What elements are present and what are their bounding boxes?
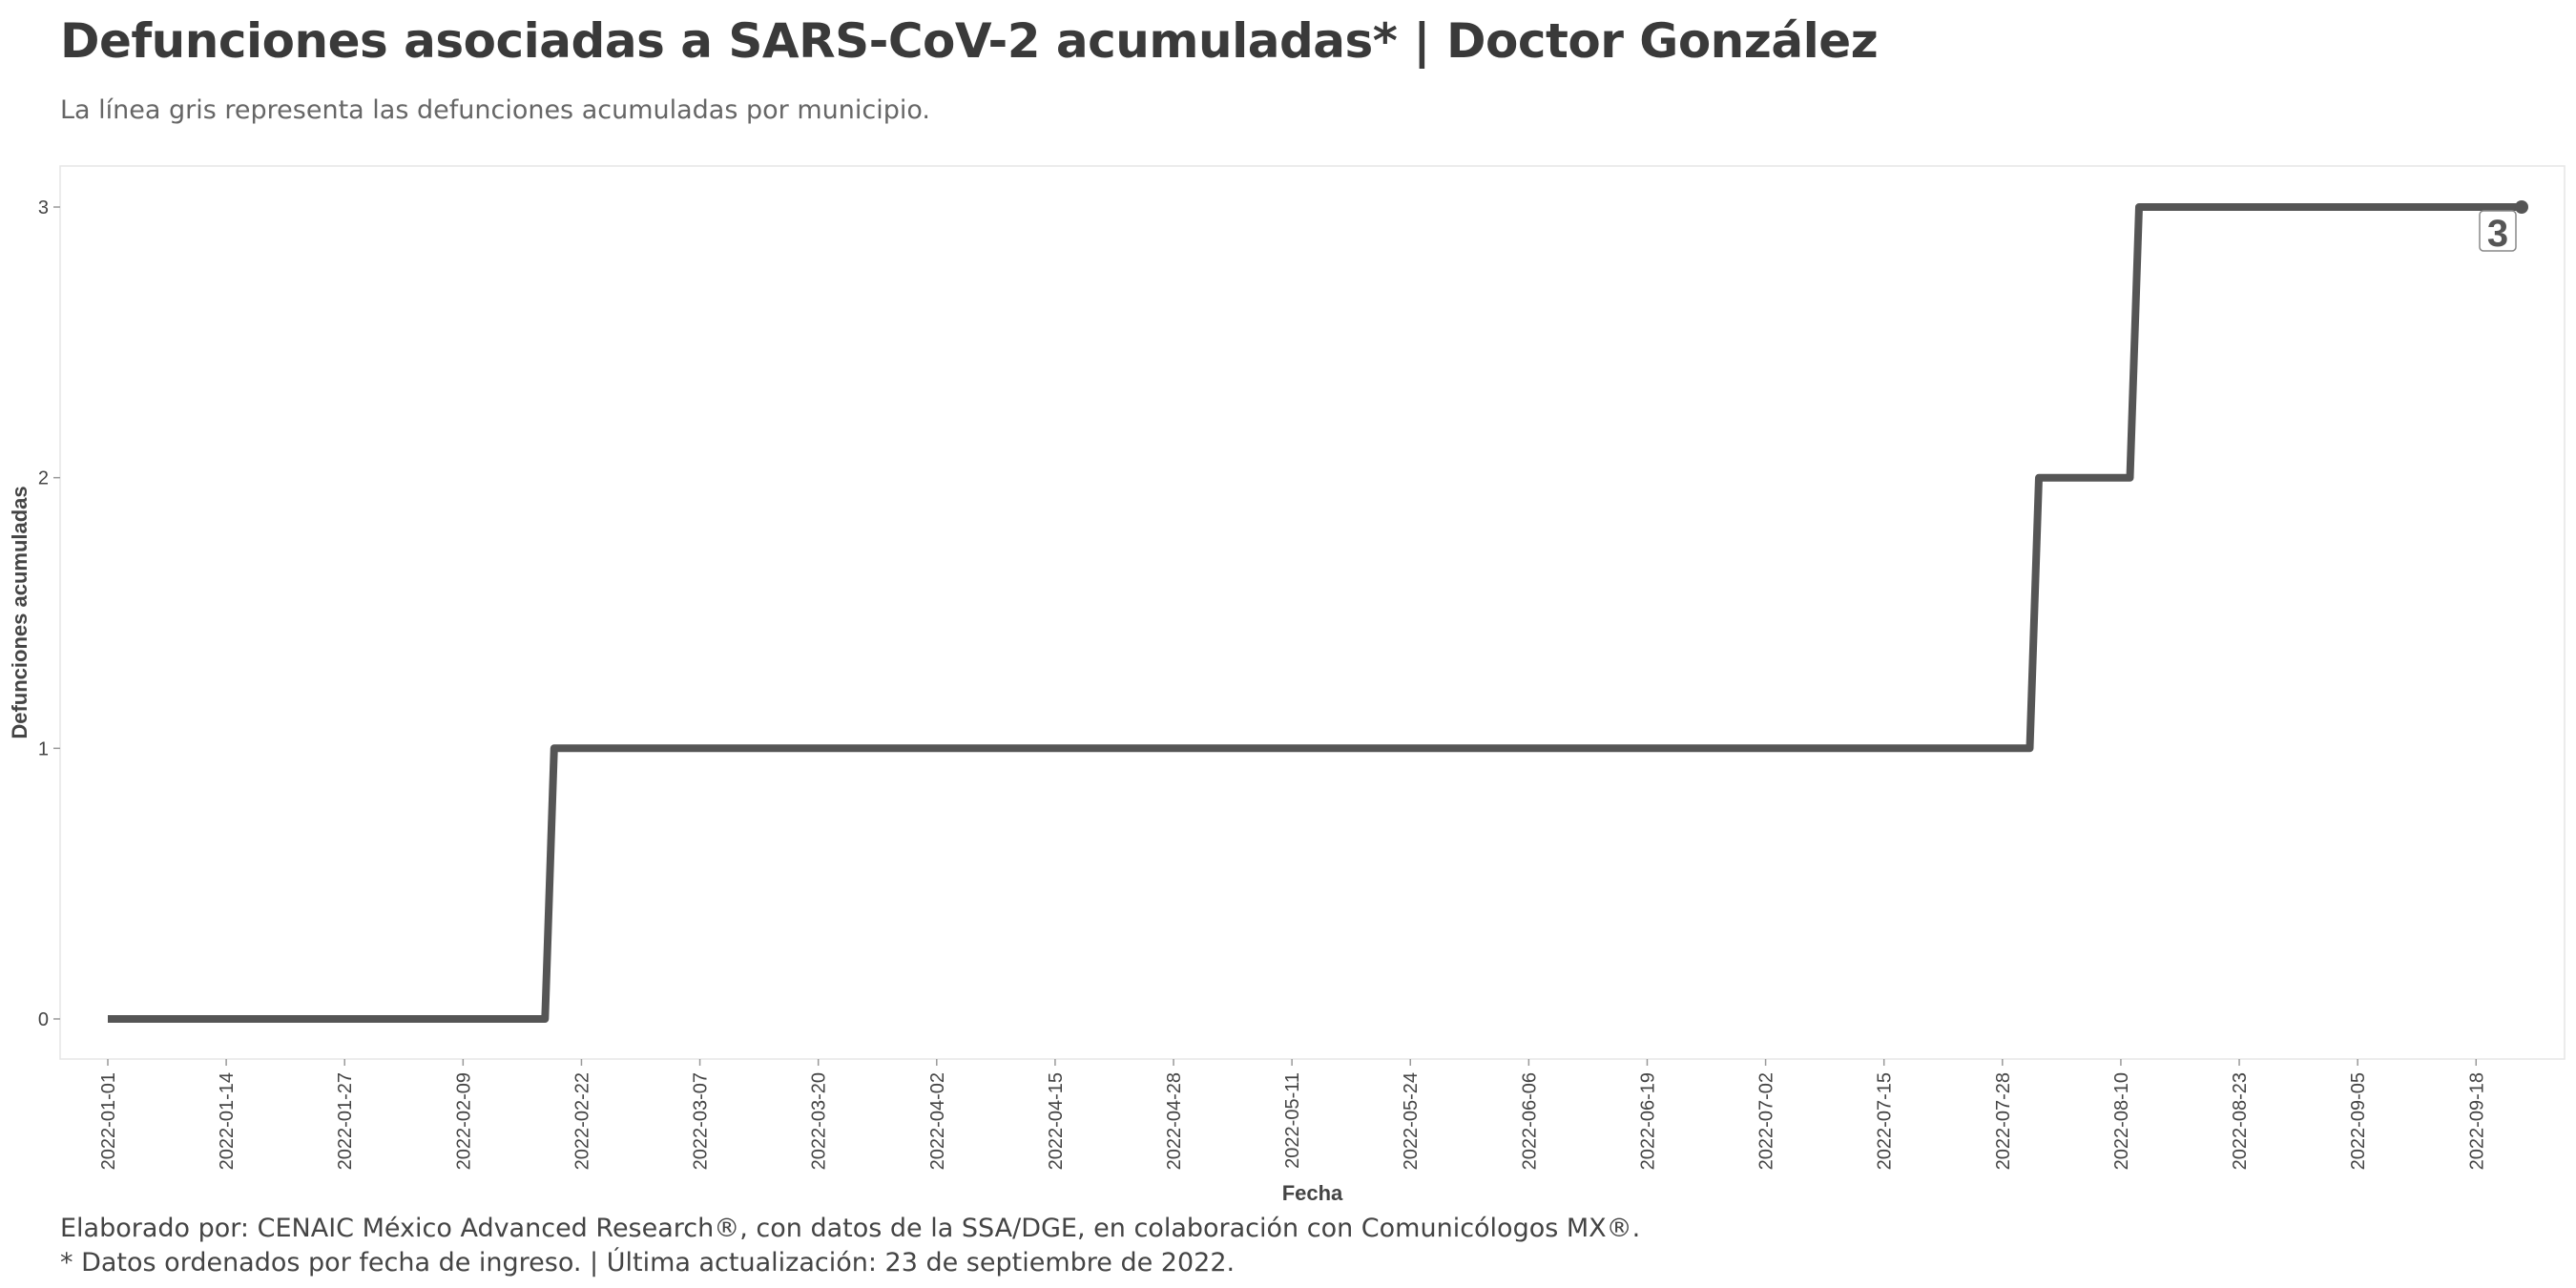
series-line [108,203,2522,1023]
x-tick-label: 2022-09-18 [2466,1072,2487,1170]
y-tick-label: 1 [38,738,49,759]
x-tick-label: 2022-02-22 [571,1072,592,1170]
caption-line-2: * Datos ordenados por fecha de ingreso. … [60,1248,1236,1278]
page-title: Defunciones asociadas a SARS-CoV-2 acumu… [60,13,1879,69]
x-tick-label: 2022-02-09 [453,1072,474,1170]
last-value-label-box [2479,210,2517,252]
last-value-label-text: 3 [2487,213,2508,255]
x-tick-label: 2022-08-10 [2111,1072,2132,1170]
x-tick-label: 2022-07-28 [1993,1072,2014,1170]
x-tick-label: 2022-09-05 [2348,1072,2369,1170]
page-subtitle: La línea gris representa las defunciones… [60,95,930,125]
last-value-label: 3 [2479,210,2517,255]
x-tick-label: 2022-04-28 [1164,1072,1185,1170]
y-tick-label: 2 [38,468,49,489]
x-tick-label: 2022-05-11 [1282,1072,1303,1169]
y-axis-title: Defunciones acumuladas [8,486,31,738]
x-tick-label: 2022-08-23 [2230,1072,2251,1170]
x-tick-label: 2022-06-06 [1519,1072,1540,1170]
x-tick-label: 2022-05-24 [1401,1072,1422,1170]
x-tick-label: 2022-07-15 [1875,1072,1896,1170]
series-end-point [2515,200,2528,214]
x-tick-label: 2022-01-27 [335,1072,356,1170]
x-tick-label: 2022-03-07 [691,1072,712,1170]
plot-panel [59,165,2566,1060]
y-tick-label: 0 [38,1009,49,1030]
x-tick-label: 2022-01-01 [98,1072,119,1170]
x-tick-label: 2022-01-14 [217,1072,238,1170]
y-tick-label: 3 [38,197,49,218]
x-tick-label: 2022-04-02 [927,1072,948,1170]
caption-line-1: Elaborado por: CENAIC México Advanced Re… [60,1214,1641,1243]
x-tick-label: 2022-03-20 [809,1072,830,1170]
x-tick-label: 2022-06-19 [1637,1072,1658,1170]
x-tick-label: 2022-04-15 [1046,1072,1067,1170]
x-axis-title: Fecha [1282,1181,1343,1205]
y-axis-ticks: 0 1 2 3 [38,197,60,1030]
chart-caption: Elaborado por: CENAIC México Advanced Re… [60,1212,1640,1280]
x-axis-ticks: 2022-01-01 2022-01-14 2022-01-27 2022-02-09… [98,1059,2487,1170]
x-tick-label: 2022-07-02 [1756,1072,1777,1170]
